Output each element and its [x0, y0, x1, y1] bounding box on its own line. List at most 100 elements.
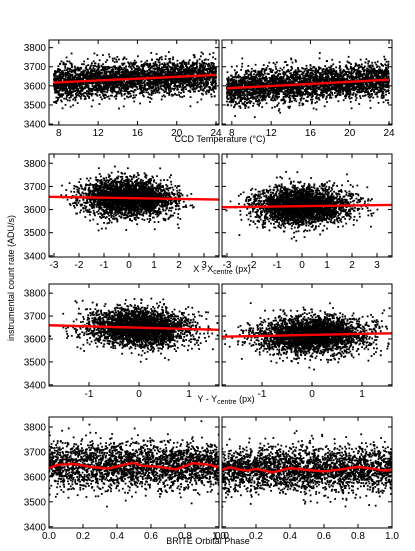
data-point: [71, 91, 74, 94]
data-point: [212, 80, 214, 82]
data-point: [196, 65, 198, 68]
data-point: [198, 78, 201, 81]
data-point: [141, 69, 144, 72]
data-point: [61, 76, 63, 78]
data-point: [152, 65, 155, 68]
y-tick-label: 3800: [24, 43, 47, 54]
data-point: [62, 75, 65, 77]
data-point: [59, 77, 61, 80]
data-point: [140, 86, 143, 88]
data-point: [254, 69, 257, 72]
data-point: [83, 92, 85, 95]
data-point: [262, 74, 265, 76]
data-point: [73, 85, 76, 88]
data-point: [160, 87, 162, 90]
data-point: [170, 83, 173, 85]
data-point: [109, 66, 111, 69]
data-point: [85, 65, 88, 67]
data-point: [238, 100, 241, 103]
data-point: [346, 67, 349, 70]
data-point: [76, 66, 79, 69]
data-point: [85, 82, 88, 84]
data-point: [349, 100, 352, 103]
data-point: [82, 83, 85, 86]
data-point: [208, 64, 211, 67]
data-point: [160, 67, 163, 70]
data-point: [68, 96, 71, 99]
data-point: [181, 82, 184, 85]
data-point: [112, 83, 114, 86]
data-point: [163, 91, 166, 94]
data-point: [121, 64, 124, 66]
data-point: [129, 75, 132, 78]
data-point: [194, 77, 196, 80]
data-point: [142, 94, 144, 97]
data-point: [302, 71, 305, 74]
data-point: [181, 74, 183, 76]
data-point: [54, 74, 57, 77]
data-point: [339, 70, 342, 72]
data-point: [207, 73, 210, 75]
data-point: [342, 71, 344, 73]
data-point: [90, 105, 93, 108]
data-point: [150, 72, 152, 74]
data-point: [140, 65, 143, 67]
data-point: [65, 86, 68, 89]
data-point: [190, 64, 192, 67]
data-point: [249, 102, 252, 105]
data-point: [165, 87, 167, 89]
data-point: [193, 90, 195, 93]
data-point: [323, 93, 325, 96]
data-point: [116, 60, 118, 63]
data-point: [175, 73, 178, 76]
data-point: [59, 85, 62, 88]
data-point: [152, 62, 155, 65]
data-point: [127, 81, 129, 84]
data-point: [73, 85, 75, 88]
data-point: [95, 76, 97, 79]
data-point: [176, 74, 179, 77]
data-point: [176, 86, 179, 88]
data-point: [271, 83, 274, 86]
data-point: [165, 80, 167, 83]
data-point: [126, 95, 128, 98]
data-point: [185, 63, 188, 66]
data-point: [98, 81, 101, 84]
data-point: [295, 78, 298, 81]
data-point: [347, 61, 350, 64]
data-point: [174, 64, 177, 67]
data-point: [155, 90, 158, 93]
fit-line: [53, 73, 217, 84]
data-point: [311, 98, 314, 101]
data-point: [245, 82, 248, 85]
data-point: [276, 97, 279, 100]
data-point: [202, 64, 205, 67]
data-point: [369, 107, 372, 109]
data-point: [148, 63, 150, 66]
data-point: [164, 63, 167, 66]
data-point: [199, 67, 202, 70]
data-point: [207, 90, 210, 93]
data-point: [191, 68, 193, 70]
data-point: [173, 83, 176, 86]
data-point: [203, 87, 206, 90]
data-point: [150, 52, 153, 54]
data-point: [199, 85, 202, 88]
data-point: [274, 72, 277, 75]
data-point: [55, 88, 58, 91]
data-point: [102, 54, 104, 56]
data-point: [104, 93, 107, 96]
data-point: [88, 97, 90, 99]
data-point: [130, 90, 132, 92]
data-point: [259, 75, 261, 78]
data-point: [112, 84, 115, 87]
data-point: [188, 79, 191, 82]
data-point: [75, 89, 78, 92]
data-point: [116, 84, 119, 87]
data-point: [109, 94, 112, 97]
data-point: [360, 63, 363, 66]
data-point: [309, 64, 312, 67]
data-point: [241, 62, 244, 65]
data-point: [353, 67, 355, 69]
data-point: [383, 77, 386, 80]
